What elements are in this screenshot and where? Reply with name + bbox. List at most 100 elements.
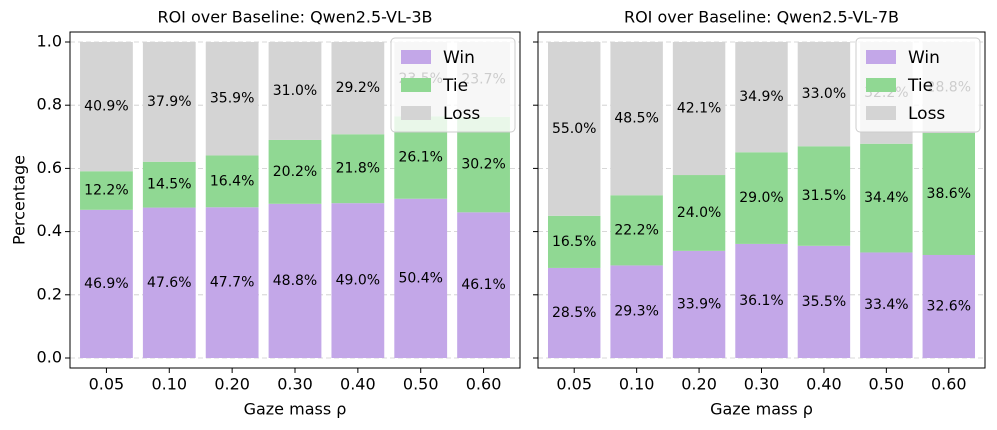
value-label: 29.3% <box>614 304 658 320</box>
value-label: 20.2% <box>273 164 317 180</box>
value-label: 35.5% <box>802 294 846 310</box>
legend-swatch <box>401 106 431 120</box>
bar-segment <box>797 146 851 246</box>
bar-segment <box>672 250 726 358</box>
x-tick-label: 0.60 <box>466 375 502 394</box>
value-label: 50.4% <box>398 270 442 286</box>
bar-segment <box>547 215 601 268</box>
value-label: 34.9% <box>739 89 783 105</box>
value-label: 36.1% <box>739 293 783 309</box>
bar-segment <box>331 203 385 358</box>
value-label: 14.5% <box>147 177 191 193</box>
bar-segment <box>610 265 663 358</box>
bar-segment <box>457 212 510 358</box>
value-label: 40.9% <box>84 99 128 115</box>
legend-label: Tie <box>442 76 468 96</box>
value-label: 29.2% <box>336 80 380 96</box>
bar-segment <box>205 155 259 208</box>
legend-label: Win <box>443 48 475 68</box>
y-axis-label: Percentage <box>10 155 29 245</box>
value-label: 46.1% <box>461 277 505 293</box>
value-label: 33.9% <box>677 296 721 312</box>
legend-swatch <box>401 78 431 92</box>
value-label: 48.8% <box>273 273 317 289</box>
bar-segment <box>268 42 322 140</box>
bar-segment <box>394 198 448 358</box>
bar-segment <box>331 42 385 135</box>
value-label: 38.6% <box>927 186 971 202</box>
value-label: 42.1% <box>677 101 721 117</box>
value-label: 21.8% <box>336 161 380 177</box>
value-label: 47.7% <box>210 275 254 291</box>
bar-segment <box>735 152 788 244</box>
legend-swatch <box>866 106 896 120</box>
bar-segment <box>610 195 663 266</box>
bar-segment <box>610 42 663 196</box>
y-tick-label: 0.6 <box>37 158 62 177</box>
x-axis-label: Gaze mass ρ <box>710 400 813 419</box>
bar-segment <box>922 133 976 255</box>
y-tick-label: 1.0 <box>37 32 62 51</box>
y-tick-label: 0.4 <box>37 221 62 240</box>
x-tick-label: 0.05 <box>89 375 125 394</box>
value-label: 31.0% <box>273 83 317 99</box>
x-tick-label: 0.30 <box>277 375 313 394</box>
value-label: 16.5% <box>552 234 596 250</box>
bar-segment <box>142 161 196 208</box>
bar-segment <box>860 143 913 253</box>
value-label: 55.0% <box>552 121 596 137</box>
y-tick-label: 0.0 <box>37 348 62 367</box>
bar-segment <box>860 252 913 358</box>
legend-label: Loss <box>908 104 945 124</box>
legend-swatch <box>401 50 431 64</box>
value-label: 22.2% <box>614 222 658 238</box>
bar-segment <box>331 134 385 204</box>
value-label: 37.9% <box>147 94 191 110</box>
bar-segment <box>205 207 259 358</box>
value-label: 28.5% <box>552 305 596 321</box>
value-label: 12.2% <box>84 183 128 199</box>
x-tick-label: 0.05 <box>556 375 592 394</box>
chart-title: ROI over Baseline: Qwen2.5-VL-3B <box>157 8 432 27</box>
bar-segment <box>547 42 601 216</box>
x-tick-label: 0.50 <box>403 375 439 394</box>
bar-segment <box>797 245 851 358</box>
bar-segment <box>268 203 322 358</box>
y-tick-label: 0.2 <box>37 284 62 303</box>
legend-label: Loss <box>443 104 480 124</box>
axes-frame <box>537 31 986 369</box>
x-tick-label: 0.10 <box>619 375 655 394</box>
bar-segment <box>797 42 851 147</box>
x-tick-label: 0.40 <box>806 375 842 394</box>
bar-segment <box>735 243 788 358</box>
bar-segment <box>672 42 726 176</box>
bar-segment <box>80 42 133 172</box>
bar-segment <box>142 207 196 358</box>
legend-swatch <box>866 78 896 92</box>
value-label: 33.0% <box>802 86 846 102</box>
legend-swatch <box>866 50 896 64</box>
value-label: 32.6% <box>927 298 971 314</box>
x-tick-label: 0.10 <box>151 375 187 394</box>
bar-segment <box>672 175 726 251</box>
value-label: 33.4% <box>864 297 908 313</box>
value-label: 35.9% <box>210 91 254 107</box>
bar-segment <box>80 209 133 358</box>
value-label: 48.5% <box>614 111 658 127</box>
bar-segment <box>268 139 322 204</box>
value-label: 29.0% <box>739 190 783 206</box>
bar-segment <box>80 171 133 210</box>
axes-frame <box>69 31 521 369</box>
value-label: 49.0% <box>336 273 380 289</box>
value-label: 30.2% <box>461 157 505 173</box>
x-tick-label: 0.20 <box>681 375 717 394</box>
x-tick-label: 0.20 <box>214 375 250 394</box>
x-tick-label: 0.50 <box>869 375 905 394</box>
bar-segment <box>457 116 510 213</box>
value-label: 46.9% <box>84 276 128 292</box>
value-label: 47.6% <box>147 275 191 291</box>
bar-segment <box>735 42 788 153</box>
bar-segment <box>547 267 601 358</box>
x-tick-label: 0.60 <box>931 375 967 394</box>
